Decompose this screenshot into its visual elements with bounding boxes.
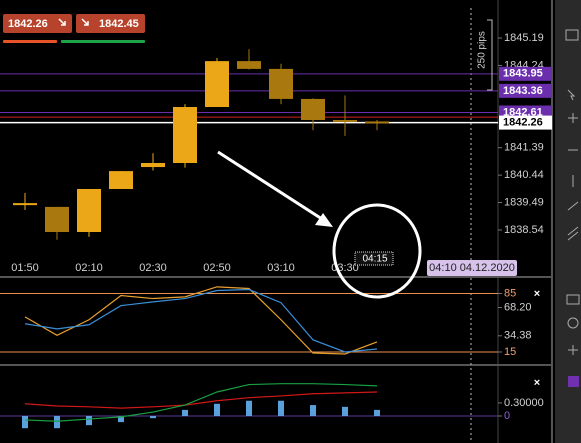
y-tick-label: 1839.49 [504, 196, 544, 208]
y-tick-label: 0.30000 [504, 397, 544, 409]
icon[interactable] [567, 201, 579, 211]
buy-button[interactable] [76, 14, 145, 33]
buy-price: 1842.45 [99, 18, 139, 30]
y-tick-label: 1838.54 [504, 224, 544, 236]
series-line [24, 383, 378, 422]
x-tick-label: 02:10 [75, 262, 103, 274]
candle-body [301, 98, 325, 120]
icon[interactable] [568, 345, 578, 355]
histogram-bar [278, 400, 284, 416]
y-tick-label: 34.38 [504, 330, 532, 342]
x-tick-label: 01:50 [11, 262, 39, 274]
sell-button[interactable] [3, 14, 72, 33]
candle-body [77, 188, 101, 232]
price-label: 1843.95 [503, 68, 543, 80]
arrow-line [217, 150, 323, 221]
buy-bar [61, 40, 145, 43]
y-tick-label: 1841.39 [504, 142, 544, 154]
candle-body [205, 61, 229, 108]
price-label-box [499, 66, 552, 81]
histogram-bar [214, 403, 220, 416]
histogram-bar [374, 409, 380, 416]
crosshair-box [354, 251, 394, 266]
candle-body [109, 171, 133, 189]
icon[interactable] [566, 294, 580, 305]
histogram-bar [22, 416, 28, 429]
y-tick-label: 15 [504, 346, 516, 358]
histogram-bar [310, 405, 316, 416]
candle-body [141, 163, 165, 168]
histogram-bar [86, 416, 92, 426]
crosshair-time: 04:15 [362, 254, 387, 265]
y-tick-label: 85 [504, 287, 516, 299]
candle-body [13, 203, 37, 206]
annotations: 250 pips 04:15 04:10 04.12.2020 × × [217, 19, 540, 389]
color-swatch[interactable] [568, 376, 579, 387]
candle-body [269, 68, 293, 99]
close-icon[interactable]: × [534, 377, 540, 389]
candle-body [173, 107, 197, 164]
price-label: 1842.26 [503, 117, 543, 129]
candle-body [237, 61, 261, 69]
date-box [427, 260, 517, 276]
y-tick-label: 1845.19 [504, 32, 544, 44]
series-line [24, 288, 378, 353]
arrow-icon [58, 18, 66, 26]
candle-body [365, 121, 389, 124]
toolbar-icons [565, 29, 580, 387]
series-line [24, 391, 378, 409]
histogram-bar [54, 416, 60, 429]
x-tick-label: 02:50 [203, 262, 231, 274]
range-bracket [487, 19, 493, 91]
sell-bar [3, 40, 57, 43]
x-tick-label: 03:10 [267, 262, 295, 274]
candle-body [45, 206, 69, 232]
close-icon[interactable]: × [534, 288, 540, 300]
icon[interactable] [565, 29, 579, 41]
range-label: 250 pips [477, 31, 488, 69]
trade-buttons: 1842.26 1842.45 [3, 14, 145, 43]
sell-price: 1842.26 [8, 18, 48, 30]
x-tick-label: 02:30 [139, 262, 167, 274]
y-tick-label: 1840.44 [504, 169, 544, 181]
price-label-box [499, 83, 552, 98]
arrow-head [315, 213, 333, 227]
histogram-bar [342, 406, 348, 416]
toolbar [555, 0, 581, 443]
price-label: 1843.36 [503, 85, 543, 97]
histogram-bar [150, 416, 156, 419]
candle-body [333, 120, 357, 123]
crosshair-date: 04:10 04.12.2020 [429, 262, 515, 274]
icon[interactable] [568, 113, 578, 123]
icon[interactable] [567, 89, 576, 101]
icon[interactable] [567, 317, 579, 329]
price-label: 1842.61 [503, 106, 543, 118]
y-tick-label: 68.20 [504, 301, 532, 313]
icon[interactable] [567, 226, 579, 241]
series-line [24, 286, 378, 355]
price-label-box [499, 115, 552, 130]
highlight-circle [332, 203, 422, 299]
arrow-icon [81, 18, 89, 26]
y-tick-label: 0 [504, 410, 510, 422]
histogram-bar [182, 409, 188, 416]
histogram-bar [246, 400, 252, 416]
histogram-bar [118, 416, 124, 423]
